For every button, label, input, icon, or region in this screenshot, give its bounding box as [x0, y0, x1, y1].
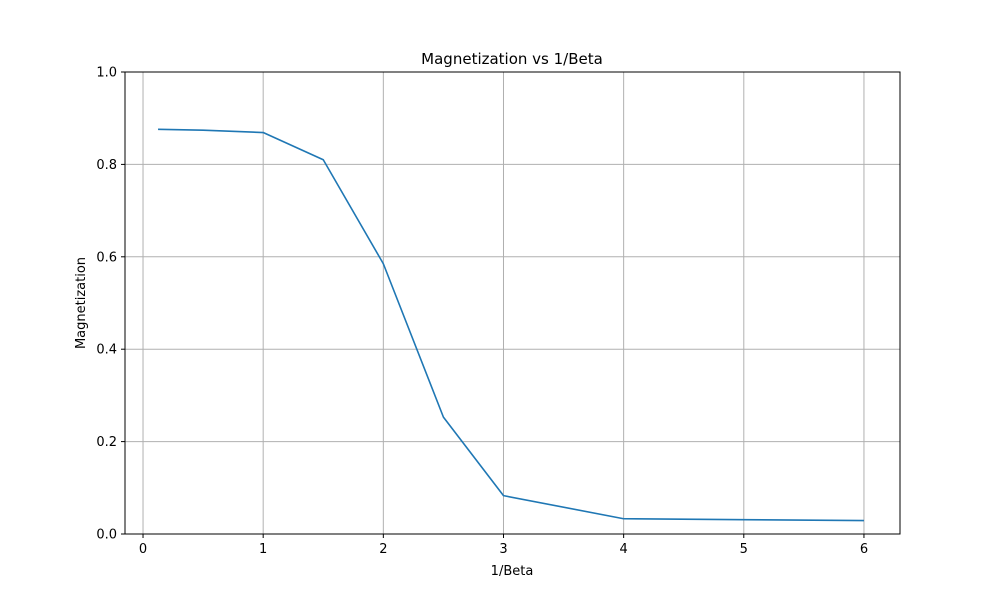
y-axis-label: Magnetization: [74, 257, 89, 349]
y-axis-ticks: 0.0 0.2 0.4 0.6 0.8 1.0: [96, 66, 125, 543]
chart-title: Magnetization vs 1/Beta: [421, 50, 603, 68]
x-tick-label: 4: [620, 542, 628, 557]
plot-area: [125, 72, 900, 534]
y-tick-label: 0.8: [96, 158, 117, 173]
y-tick-label: 1.0: [96, 66, 117, 81]
x-tick-label: 6: [860, 542, 868, 557]
y-tick-label: 0.6: [96, 250, 117, 265]
y-tick-label: 0.4: [96, 343, 117, 358]
series-line: [158, 128, 864, 522]
x-tick-label: 2: [379, 542, 387, 557]
x-tick-label: 3: [499, 542, 507, 557]
x-axis-label: 1/Beta: [491, 564, 534, 579]
series-lines: [158, 128, 864, 522]
y-tick-label: 0.2: [96, 435, 117, 450]
x-tick-label: 5: [740, 542, 748, 557]
y-tick-label: 0.0: [96, 528, 117, 543]
x-tick-label: 0: [139, 542, 147, 557]
x-tick-label: 1: [259, 542, 267, 557]
x-axis-ticks: 0 1 2 3 4 5 6: [139, 534, 868, 557]
plot-frame: [124, 71, 901, 535]
